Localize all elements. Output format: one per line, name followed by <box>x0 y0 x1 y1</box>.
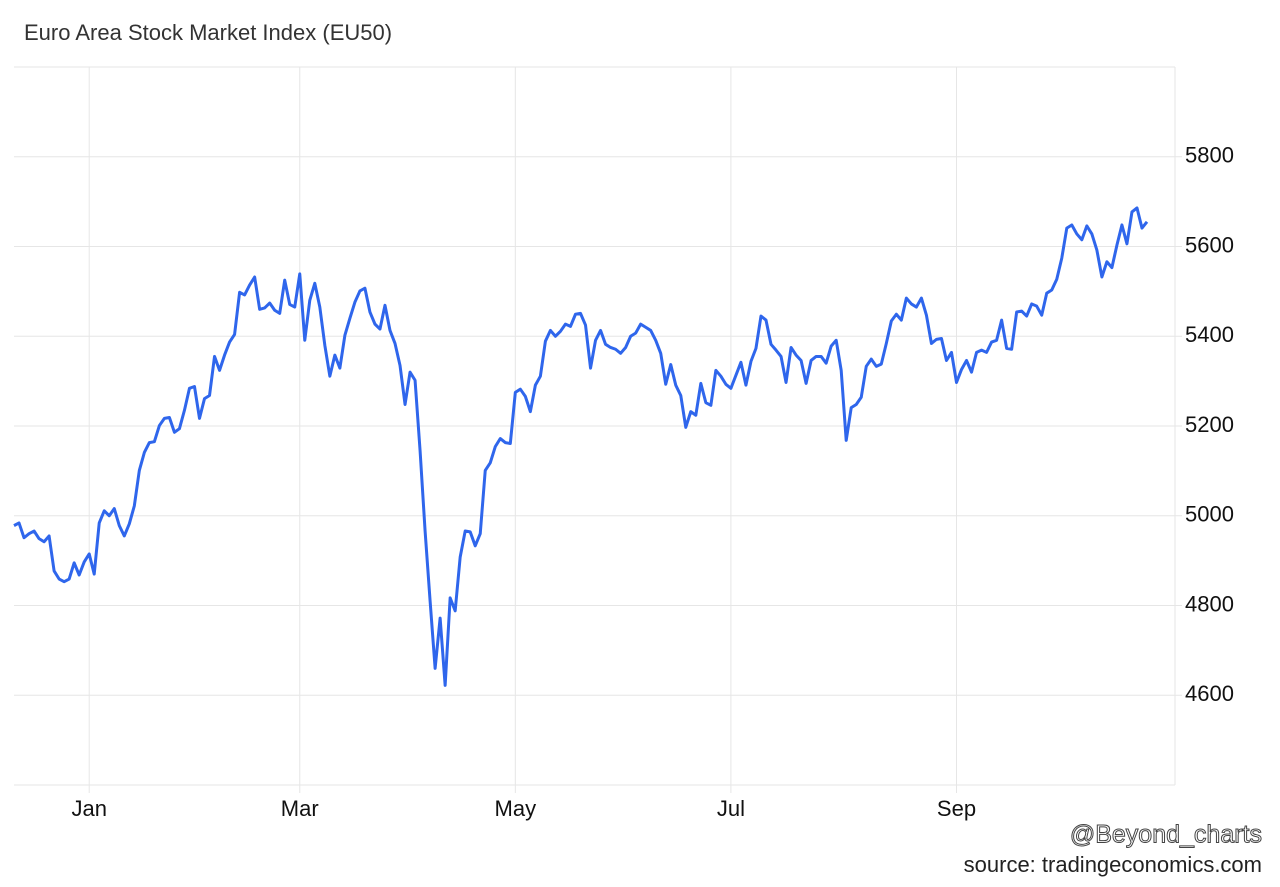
chart-title: Euro Area Stock Market Index (EU50) <box>24 20 392 45</box>
x-tick-label: Sep <box>937 796 976 821</box>
watermark: @Beyond_charts <box>1070 821 1262 849</box>
x-tick-label: Mar <box>281 796 319 821</box>
y-tick-label: 5400 <box>1185 322 1234 347</box>
x-tick-label: Jul <box>717 796 745 821</box>
y-tick-label: 4600 <box>1185 681 1234 706</box>
data-line <box>13 206 1149 687</box>
source-note: source: tradingeconomics.com <box>964 852 1262 877</box>
y-tick-label: 5000 <box>1185 502 1234 527</box>
x-tick-label: Jan <box>71 796 106 821</box>
y-tick-label: 5800 <box>1185 143 1234 168</box>
y-tick-label: 5600 <box>1185 232 1234 257</box>
y-tick-label: 4800 <box>1185 591 1234 616</box>
x-tick-label: May <box>495 796 537 821</box>
y-tick-label: 5200 <box>1185 412 1234 437</box>
